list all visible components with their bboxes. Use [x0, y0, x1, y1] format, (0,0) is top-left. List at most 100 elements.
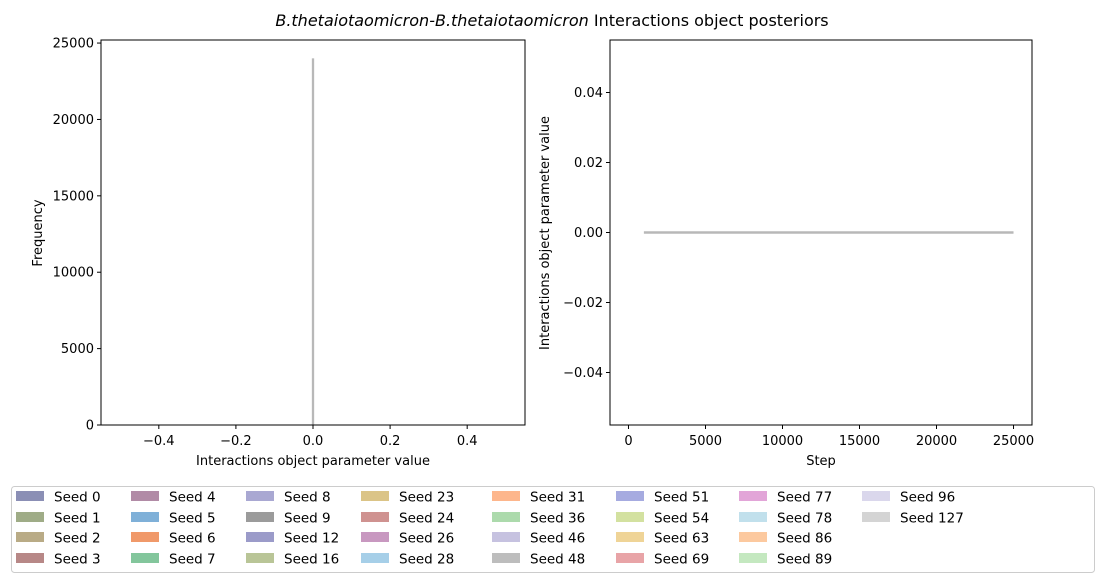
legend-item: Seed 96	[862, 490, 955, 506]
legend-item: Seed 7	[131, 552, 216, 568]
legend-swatch	[862, 491, 890, 501]
legend-swatch	[246, 553, 274, 563]
legend-swatch	[246, 512, 274, 522]
legend-item: Seed 8	[246, 490, 331, 506]
histogram-y-tick-label: 0	[86, 419, 94, 434]
legend-item: Seed 3	[16, 552, 101, 568]
legend-item: Seed 77	[739, 490, 832, 506]
legend-swatch	[739, 491, 767, 501]
legend-label: Seed 6	[169, 531, 216, 547]
legend-swatch	[361, 553, 389, 563]
legend-label: Seed 24	[399, 511, 454, 527]
legend-label: Seed 89	[777, 552, 832, 568]
legend-item: Seed 48	[492, 552, 585, 568]
legend-label: Seed 12	[284, 531, 339, 547]
histogram-y-tick-label: 10000	[53, 266, 94, 281]
legend-swatch	[492, 553, 520, 563]
legend-swatch	[739, 512, 767, 522]
legend-swatch	[16, 512, 44, 522]
legend-label: Seed 36	[530, 511, 585, 527]
legend-swatch	[131, 491, 159, 501]
legend-swatch	[16, 553, 44, 563]
histogram-y-tick-label: 15000	[53, 189, 94, 204]
histogram-y-axis-label: Frequency	[31, 199, 46, 266]
legend-swatch	[739, 553, 767, 563]
legend-item: Seed 24	[361, 511, 454, 527]
trace-panel: 0 5000 10000 15000 20000 25000 −0.04 −0.02 0.00…	[538, 39, 1034, 469]
legend-label: Seed 54	[654, 511, 709, 527]
legend-item: Seed 28	[361, 552, 454, 568]
legend-label: Seed 26	[399, 531, 454, 547]
legend-label: Seed 127	[900, 511, 964, 527]
title-separator: -	[429, 11, 435, 30]
legend-item: Seed 26	[361, 531, 454, 547]
legend-swatch	[616, 491, 644, 501]
legend-label: Seed 86	[777, 531, 832, 547]
legend-label: Seed 31	[530, 490, 585, 506]
legend-label: Seed 46	[530, 531, 585, 547]
legend-label: Seed 2	[54, 531, 101, 547]
legend-item: Seed 36	[492, 511, 585, 527]
histogram-y-tick-label: 20000	[53, 113, 94, 128]
legend-label: Seed 16	[284, 552, 339, 568]
title-species-a: B.thetaiotaomicron	[275, 11, 429, 30]
legend-label: Seed 48	[530, 552, 585, 568]
legend-swatch	[492, 532, 520, 542]
title-species-b: B.thetaiotaomicron	[435, 11, 589, 30]
histogram-x-tick-label: 0.4	[457, 434, 478, 449]
legend-swatch	[16, 532, 44, 542]
legend-item: Seed 69	[616, 552, 709, 568]
legend-item: Seed 16	[246, 552, 339, 568]
legend-swatch	[862, 512, 890, 522]
trace-y-tick-label: 0.00	[574, 226, 603, 241]
histogram-x-tick-label: −0.4	[143, 434, 175, 449]
legend-item: Seed 78	[739, 511, 832, 527]
legend-item: Seed 9	[246, 511, 331, 527]
legend-label: Seed 23	[399, 490, 454, 506]
trace-x-tick-label: 15000	[839, 434, 880, 449]
legend-item: Seed 2	[16, 531, 101, 547]
legend-swatch	[492, 491, 520, 501]
legend-item: Seed 0	[16, 490, 101, 506]
trace-x-tick-label: 10000	[762, 434, 803, 449]
trace-y-axis-label: Interactions object parameter value	[538, 116, 553, 350]
trace-y-tick-label: 0.02	[574, 156, 603, 171]
histogram-y-tick-label: 25000	[53, 37, 94, 52]
legend-swatch	[739, 532, 767, 542]
legend-swatch	[361, 512, 389, 522]
legend-label: Seed 7	[169, 552, 216, 568]
legend-swatch	[131, 553, 159, 563]
legend-item: Seed 23	[361, 490, 454, 506]
legend-label: Seed 51	[654, 490, 709, 506]
trace-y-tick-label: −0.04	[563, 366, 603, 381]
histogram-x-tick-label: 0.2	[380, 434, 401, 449]
legend-item: Seed 46	[492, 531, 585, 547]
legend-swatch	[131, 512, 159, 522]
legend-item: Seed 86	[739, 531, 832, 547]
legend-label: Seed 9	[284, 511, 331, 527]
legend-item: Seed 89	[739, 552, 832, 568]
legend-swatch	[361, 491, 389, 501]
legend-label: Seed 0	[54, 490, 101, 506]
legend-swatch	[616, 553, 644, 563]
legend-item: Seed 5	[131, 511, 216, 527]
title-suffix: Interactions object posteriors	[589, 11, 829, 30]
legend-swatch	[131, 532, 159, 542]
trace-y-tick-label: 0.04	[574, 86, 603, 101]
legend-label: Seed 63	[654, 531, 709, 547]
legend-item: Seed 54	[616, 511, 709, 527]
legend-item: Seed 6	[131, 531, 216, 547]
legend-swatch	[616, 512, 644, 522]
legend-label: Seed 5	[169, 511, 216, 527]
trace-x-axis-label: Step	[806, 454, 836, 469]
trace-x-tick-label: 20000	[916, 434, 957, 449]
histogram-x-tick-label: 0.0	[303, 434, 324, 449]
legend-item: Seed 31	[492, 490, 585, 506]
legend-swatch	[361, 532, 389, 542]
histogram-panel: −0.4 −0.2 0.0 0.2 0.4 0 5000 10000 15000 20000 25…	[31, 37, 526, 469]
legend-label: Seed 28	[399, 552, 454, 568]
legend: Seed 0 Seed 1 Seed 2 Seed 3 Seed 4 Seed 5 Seed…	[11, 486, 1095, 573]
legend-label: Seed 77	[777, 490, 832, 506]
legend-item: Seed 4	[131, 490, 216, 506]
